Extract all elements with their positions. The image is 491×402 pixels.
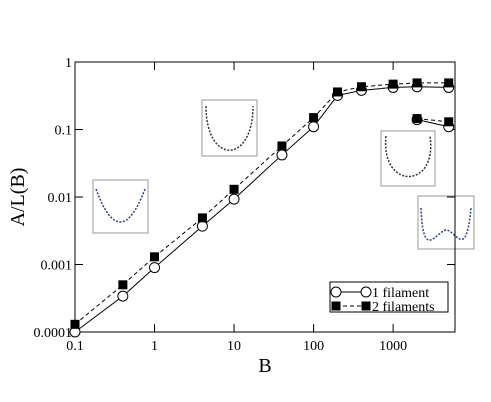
legend-label: 1 filament	[372, 286, 429, 301]
marker	[276, 149, 288, 161]
legend-marker	[361, 301, 371, 311]
legend-marker	[330, 286, 342, 298]
inset-box	[380, 130, 436, 187]
inset-box	[201, 99, 258, 157]
inset-box	[92, 179, 149, 234]
marker	[117, 290, 129, 302]
x-axis-label: B	[258, 355, 271, 377]
series-line	[74, 82, 449, 325]
legend-marker	[360, 286, 372, 298]
marker	[277, 141, 287, 151]
marker	[118, 280, 128, 290]
marker	[444, 117, 454, 127]
legend-label: 2 filaments	[372, 300, 435, 315]
marker	[149, 262, 161, 274]
marker	[309, 113, 319, 123]
y-tick-label: 1	[65, 56, 72, 71]
inset-shape	[205, 105, 254, 151]
marker	[356, 82, 366, 92]
y-axis-label: A/L(B)	[7, 168, 29, 227]
marker	[228, 193, 240, 205]
x-tick-label: 1	[151, 339, 158, 354]
x-tick-label: 10	[227, 339, 241, 354]
y-tick-label: 0.0001	[34, 326, 73, 341]
marker	[333, 87, 343, 97]
marker	[388, 79, 398, 89]
inset-shape	[95, 188, 146, 223]
y-tick-label: 0.1	[55, 124, 73, 139]
marker	[412, 114, 422, 124]
legend-marker	[331, 301, 341, 311]
x-tick-label: 1000	[379, 339, 407, 354]
marker	[150, 252, 160, 262]
marker	[308, 121, 320, 133]
marker	[196, 220, 208, 232]
inset-shape	[384, 135, 432, 178]
insets	[92, 99, 475, 250]
inset-shape	[420, 207, 472, 241]
marker	[444, 78, 454, 88]
x-tick-label: 0.1	[66, 339, 84, 354]
y-tick-label: 0.01	[48, 191, 73, 206]
marker	[70, 319, 80, 329]
inset-box	[417, 195, 475, 250]
y-tick-label: 0.001	[41, 259, 73, 274]
marker	[229, 184, 239, 194]
marker	[197, 213, 207, 223]
x-tick-label: 100	[303, 339, 324, 354]
marker	[412, 78, 422, 88]
legend-box	[329, 281, 449, 313]
